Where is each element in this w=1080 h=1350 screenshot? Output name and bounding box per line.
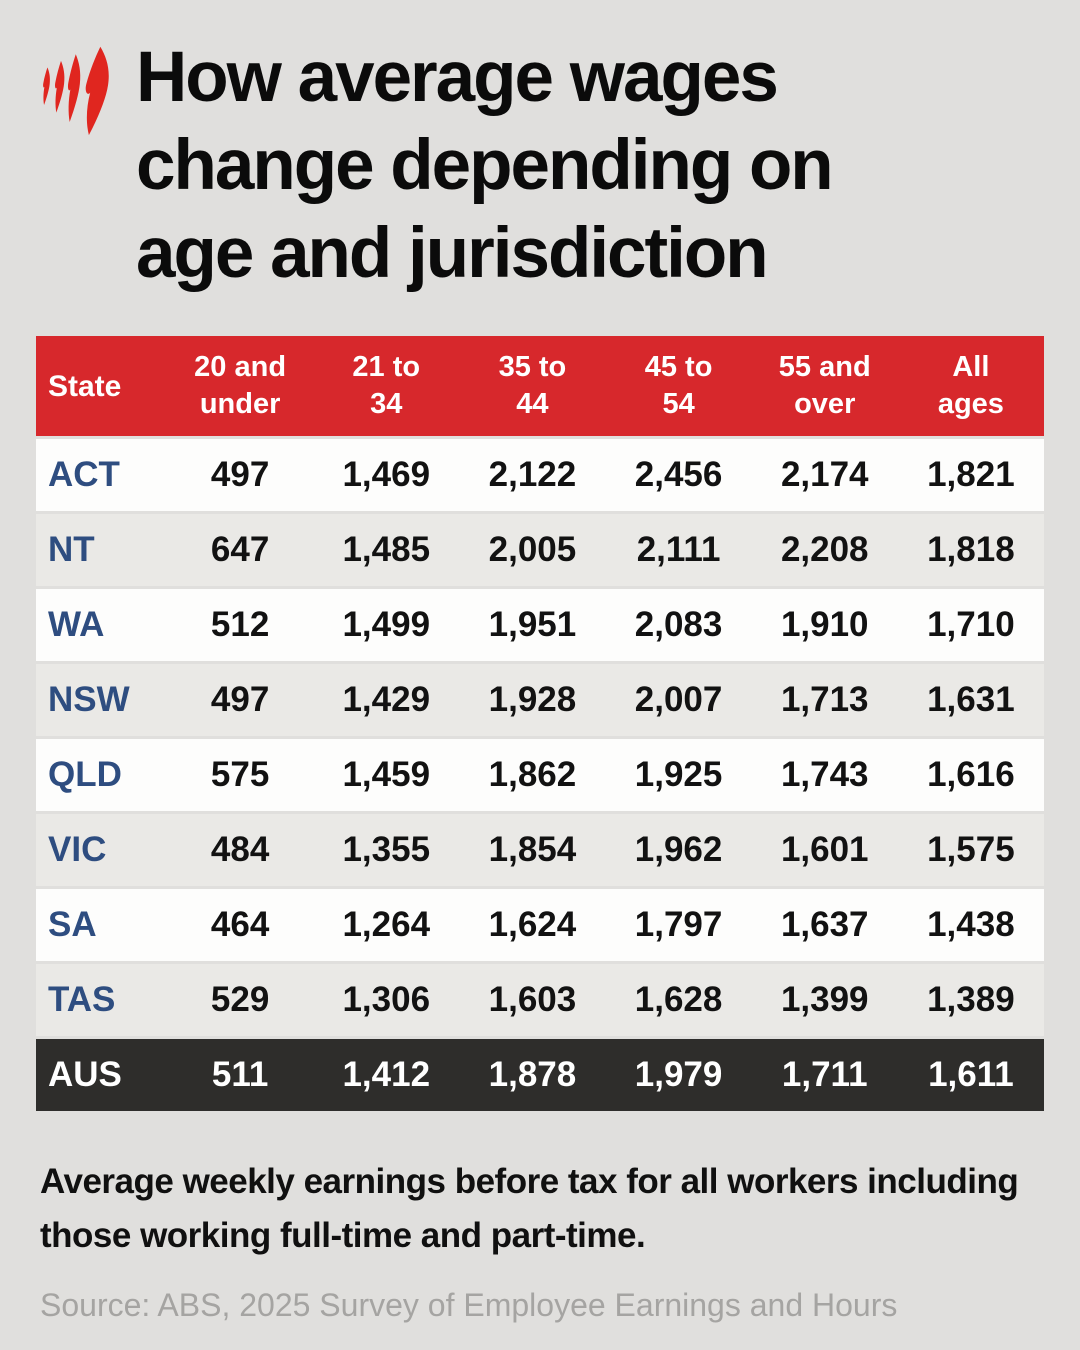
cell-value: 1,713 [780, 680, 869, 719]
cell-value: 1,631 [927, 680, 1015, 719]
cell-value: 1,818 [927, 530, 1015, 569]
column-header: 21 to 34 [352, 351, 421, 420]
cell-value: 1,264 [342, 905, 431, 944]
cell-value: 1,821 [927, 455, 1015, 494]
title-line-2: change depending on [136, 126, 834, 205]
cell-value: 1,624 [488, 905, 577, 944]
sbs-logo-icon [43, 46, 109, 136]
cell-value: 1,637 [780, 905, 869, 944]
row-state-label: SA [48, 905, 97, 944]
cell-value: 2,208 [780, 530, 869, 569]
cell-value: 1,611 [928, 1055, 1014, 1094]
title-line-1: How average wages [136, 38, 779, 117]
cell-value: 1,711 [781, 1055, 868, 1094]
cell-value: 497 [210, 680, 270, 719]
cell-value: 512 [210, 605, 270, 644]
cell-value: 2,456 [634, 455, 723, 494]
title-line-3: age and jurisdiction [136, 214, 769, 293]
table-row: QLD 575 1,459 1,862 1,925 1,743 1,616 [36, 739, 1044, 811]
cell-value: 1,797 [634, 905, 723, 944]
page-title: How average wages change depending on ag… [136, 34, 834, 298]
table-footnote: Average weekly earnings before tax for a… [40, 1162, 1019, 1255]
cell-value: 1,575 [927, 830, 1015, 869]
cell-value: 1,910 [780, 605, 869, 644]
cell-value: 1,499 [342, 605, 431, 644]
row-state-label: NSW [48, 680, 130, 719]
table-body: ACT 497 1,469 2,122 2,456 2,174 1,821 NT 647 1,48… [36, 439, 1044, 1111]
column-header: 45 to 54 [644, 351, 713, 420]
table-row: NSW 497 1,429 1,928 2,007 1,713 1,631 [36, 664, 1044, 736]
cell-value: 529 [210, 980, 270, 1019]
wages-table: State 20 and under 21 to 34 35 to 44 45 to 5… [36, 336, 1044, 1111]
cell-value: 1,459 [342, 755, 431, 794]
cell-value: 1,628 [634, 980, 723, 1019]
cell-value: 1,355 [342, 830, 431, 869]
cell-value: 1,710 [927, 605, 1015, 644]
cell-value: 1,438 [927, 905, 1015, 944]
cell-value: 1,306 [342, 980, 431, 1019]
cell-value: 1,878 [488, 1055, 577, 1094]
cell-value: 1,399 [780, 980, 869, 1019]
table-row: VIC 484 1,355 1,854 1,962 1,601 1,575 [36, 814, 1044, 886]
row-state-label: ACT [48, 455, 120, 494]
cell-value: 1,854 [488, 830, 577, 869]
cell-value: 1,603 [488, 980, 577, 1019]
column-header: All ages [937, 351, 1004, 420]
cell-value: 497 [210, 455, 270, 494]
cell-value: 2,122 [488, 455, 577, 494]
column-header: 35 to 44 [498, 351, 567, 420]
cell-value: 2,005 [488, 530, 577, 569]
row-state-label: NT [48, 530, 95, 569]
cell-value: 1,979 [634, 1055, 723, 1094]
cell-value: 1,412 [342, 1055, 431, 1094]
cell-value: 1,389 [927, 980, 1015, 1019]
cell-value: 484 [210, 830, 270, 869]
cell-value: 1,469 [342, 455, 431, 494]
row-state-label: VIC [48, 830, 107, 869]
column-header: 55 and over [778, 351, 871, 420]
table-total-row: AUS 511 1,412 1,878 1,979 1,711 1,611 [36, 1039, 1044, 1111]
cell-value: 1,925 [634, 755, 723, 794]
row-state-label: TAS [48, 980, 116, 1019]
cell-value: 1,951 [488, 605, 577, 644]
cell-value: 2,111 [636, 530, 721, 569]
table-row: TAS 529 1,306 1,603 1,628 1,399 1,389 [36, 964, 1044, 1036]
cell-value: 1,962 [634, 830, 723, 869]
table-row: ACT 497 1,469 2,122 2,456 2,174 1,821 [36, 439, 1044, 511]
cell-value: 464 [210, 905, 270, 944]
cell-value: 1,601 [780, 830, 869, 869]
table-row: SA 464 1,264 1,624 1,797 1,637 1,438 [36, 889, 1044, 961]
row-state-label: WA [48, 605, 105, 644]
column-header: 20 and under [194, 351, 287, 420]
cell-value: 575 [210, 755, 270, 794]
table-row: NT 647 1,485 2,005 2,111 2,208 1,818 [36, 514, 1044, 586]
row-state-label: AUS [48, 1055, 122, 1094]
row-state-label: QLD [48, 755, 122, 794]
cell-value: 2,083 [634, 605, 723, 644]
header: How average wages change depending on ag… [0, 0, 1080, 298]
cell-value: 647 [210, 530, 270, 569]
cell-value: 1,429 [342, 680, 431, 719]
table-header-row: State 20 and under 21 to 34 35 to 44 45 to 5… [36, 336, 1044, 436]
cell-value: 1,743 [780, 755, 869, 794]
source-credit: Source: ABS, 2025 Survey of Employee Ear… [40, 1287, 898, 1323]
column-header-state: State [48, 369, 122, 403]
cell-value: 511 [211, 1055, 269, 1094]
cell-value: 1,862 [488, 755, 577, 794]
cell-value: 1,928 [488, 680, 577, 719]
cell-value: 2,174 [780, 455, 869, 494]
cell-value: 2,007 [634, 680, 723, 719]
table-row: WA 512 1,499 1,951 2,083 1,910 1,710 [36, 589, 1044, 661]
cell-value: 1,616 [927, 755, 1015, 794]
cell-value: 1,485 [342, 530, 431, 569]
